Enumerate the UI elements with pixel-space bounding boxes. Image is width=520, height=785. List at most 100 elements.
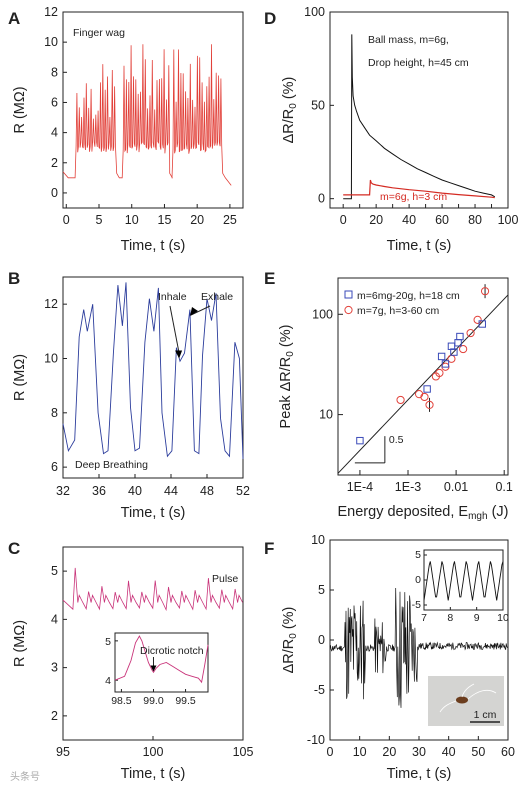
y-axis-title-part: ΔR/R [281,639,297,674]
x-tick-label: 100 [143,745,164,759]
x-axis-title-part: mgh [468,511,487,522]
panel-e-frame [337,277,509,476]
inhale-arrow-head [175,350,183,359]
y-axis-title: R (MΩ) [12,354,28,401]
x-tick-label: 30 [412,745,426,759]
exhale-arrow-head [190,307,198,317]
y-tick-label: 12 [44,5,58,19]
panel-letter-f: F [264,539,274,558]
x-tick-label: 0.01 [444,480,468,494]
x-tick-label: 100 [498,213,519,227]
y-axis-title: R (MΩ) [12,620,28,667]
y-tick-label: -10 [307,733,325,747]
x-tick-label: 0 [327,745,334,759]
y-tick-label: 0 [318,633,325,647]
scatter-point-circle [435,368,444,378]
y-tick-label: 10 [319,408,333,422]
y-tick-label: 0 [318,192,325,206]
photo-wires [439,683,497,713]
y-tick-label: 10 [44,35,58,49]
x-tick-label: 95 [56,745,70,759]
insect-body [456,696,468,704]
photo-scale-label: 1 cm [474,709,497,721]
panel-f-inset-line [423,561,504,601]
x-tick-label: 0.1 [495,480,512,494]
y-tick-label: -5 [314,683,325,697]
panel-d-series-1-line [343,34,496,200]
x-axis-title-part: Energy deposited, E [338,504,469,520]
x-axis-title: Time, t (s) [121,238,186,254]
y-tick-label: 4 [51,612,58,626]
panel-a-frame [62,11,244,209]
y-axis-title-part: 0 [288,633,299,639]
x-tick-label: 36 [92,484,106,498]
inset-y-tick-label: 5 [105,636,111,648]
x-tick-label: 10 [353,745,367,759]
y-axis-title-part: (%) [281,77,297,104]
x-tick-label: 40 [128,484,142,498]
slope-label: 0.5 [389,434,404,446]
x-tick-label: 44 [164,484,178,498]
y-axis-title-part: Peak ΔR/R [278,357,294,429]
panel-c-annotation: Pulse [212,573,238,585]
panel-c-series-line [62,567,243,612]
x-tick-label: 1E-3 [395,480,421,494]
scatter-point-square [456,332,464,341]
x-axis-title: Time, t (s) [387,766,452,782]
y-tick-label: 50 [311,98,325,112]
inset-y-tick-label: 0 [415,574,421,586]
x-tick-label: 60 [501,745,515,759]
y-tick-label: 2 [51,156,58,170]
panel-letter-e: E [264,269,275,288]
inset-y-tick-label: 4 [105,675,111,687]
panel-d-series-1-label: Ball mass, m=6g, [368,34,449,46]
scatter-point-circle [425,400,434,409]
y-tick-label: 3 [51,661,58,675]
x-tick-label: 50 [471,745,485,759]
y-tick-label: 5 [51,564,58,578]
exhale-label: Exhale [201,291,233,303]
inset-x-tick-label: 9 [474,612,480,624]
x-tick-label: 32 [56,484,70,498]
panel-b-series-line [62,282,244,460]
x-axis-title-part: (J) [488,504,509,520]
y-axis-title-part: 0 [285,351,296,357]
panel-d-series-1-label-line2: Drop height, h=45 cm [368,57,469,69]
y-axis-title-part: ΔR/R [281,109,297,144]
panel-d-series-2-label: m=6g, h=3 cm [380,191,447,203]
scatter-point-circle [459,344,468,354]
y-tick-label: 12 [44,297,58,311]
x-tick-label: 20 [190,213,204,227]
y-tick-label: 5 [318,583,325,597]
inset-y-tick-label: -5 [412,599,421,611]
y-tick-label: 100 [312,307,333,321]
y-tick-label: 4 [51,126,58,140]
inhale-label: Inhale [158,291,187,303]
y-axis-title: ΔR/R0 (%) [281,77,299,144]
y-tick-label: 6 [51,460,58,474]
x-tick-label: 80 [468,213,482,227]
panel-b-frame [62,276,244,479]
panel-c-inset-frame [114,632,209,693]
inset-y-tick-label: 5 [415,549,421,561]
y-axis-title-part: (%) [278,325,294,352]
inset-x-tick-label: 99.0 [143,695,164,707]
scatter-point-square [450,348,458,356]
y-axis-title: Peak ΔR/R0 (%) [278,325,296,429]
scatter-point-square [441,360,450,368]
panel-a-annotation: Finger wag [73,27,125,39]
y-tick-label: 0 [51,186,58,200]
y-tick-label: 10 [311,533,325,547]
scatter-point-square [478,320,486,328]
y-axis-title: R (MΩ) [12,86,28,133]
y-tick-label: 8 [51,406,58,420]
inset-x-tick-label: 99.5 [175,695,196,707]
y-axis-title-part: (%) [281,607,297,634]
scatter-point-circle [473,315,482,324]
x-tick-label: 5 [96,213,103,227]
x-tick-label: 60 [435,213,449,227]
panel-d-series-2-line [343,179,495,199]
legend-square-marker [344,290,353,299]
scatter-point-circle [420,392,429,402]
